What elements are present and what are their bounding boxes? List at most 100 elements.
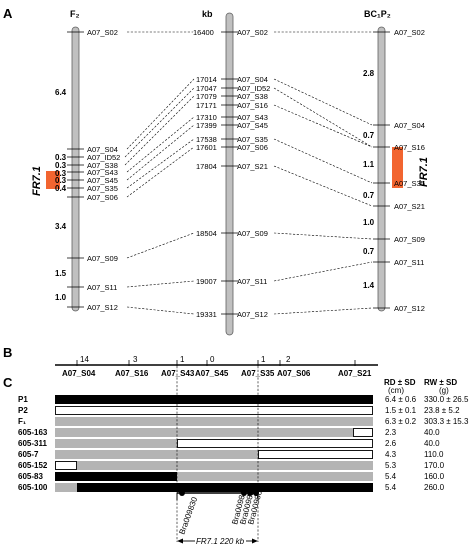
recombinant-count: 1 [261,355,266,364]
svg-text:A07_S45: A07_S45 [237,121,268,130]
interval-boundaries [176,366,259,542]
axis-marker-s16: A07_S16 [115,369,149,378]
interval-arrow [177,538,258,544]
f2-marker-id52: A07_ID52 [67,153,120,162]
interval-label: FR7.1 220 kb [196,537,245,546]
f2-chromosome-bar [71,26,80,312]
svg-text:18504: 18504 [196,229,217,238]
genotype-row-605-311: 605-311 2.6 40.0 [18,439,440,448]
physical-position-18504: 18504 A07_S09 [196,229,268,238]
f2-distance: 1.5 [55,269,67,278]
svg-text:A07_S04: A07_S04 [237,75,268,84]
svg-text:F₁: F₁ [18,417,27,426]
f2-marker-s43: A07_S43 [67,168,118,177]
svg-text:17310: 17310 [196,113,217,122]
bc1p2-chromosome-bar [377,26,386,312]
genotype-row-605-7: 605-7 4.3 110.0 [18,450,444,459]
genotype-row-605-83: 605-83 5.4 160.0 [18,472,445,481]
svg-text:260.0: 260.0 [424,483,445,492]
svg-text:A07_S11: A07_S11 [394,258,424,267]
physical-position-17171: 17171 A07_S16 [196,101,268,110]
svg-text:170.0: 170.0 [424,461,445,470]
f2-distance: 0.3 [55,176,67,185]
genotype-row-f1: F₁ 6.3 ± 0.2 303.3 ± 15.3 [18,417,469,426]
physical-position-17601: 17601 A07_S06 [196,143,268,152]
svg-text:A07_S16: A07_S16 [237,101,268,110]
f2-distance: 0.3 [55,169,67,178]
svg-text:A07_ID52: A07_ID52 [237,84,270,93]
svg-text:A07_S35: A07_S35 [237,135,268,144]
svg-text:16400: 16400 [193,28,214,37]
svg-text:A07_S02: A07_S02 [237,28,268,37]
svg-text:17601: 17601 [196,143,217,152]
bc-marker-s21: A07_S21 [373,202,425,211]
f2-marker-s11: A07_S11 [67,283,117,292]
svg-text:605-163: 605-163 [18,428,48,437]
svg-text:A07_ID52: A07_ID52 [87,153,120,162]
physical-position-17804: 17804 A07_S21 [196,162,268,171]
recombination-axis [55,360,378,366]
bc1p2-qtl-label: FR7.1 [418,157,430,187]
svg-text:1.5 ± 0.1: 1.5 ± 0.1 [385,406,417,415]
svg-text:A07_S45: A07_S45 [87,176,118,185]
svg-text:5.3: 5.3 [385,461,397,470]
f2-distance: 0.3 [55,161,67,170]
f2-marker-s02: A07_S02 [67,28,118,37]
physical-position-17014: 17014 A07_S04 [196,75,268,84]
f2-marker-s45: A07_S45 [67,176,118,185]
panel-label-a: A [3,6,13,21]
svg-text:A07_S06: A07_S06 [87,193,118,202]
f2-marker-s38: A07_S38 [67,161,118,170]
svg-text:40.0: 40.0 [424,439,440,448]
f2-to-physical-connectors [124,31,195,315]
svg-text:330.0 ± 26.5: 330.0 ± 26.5 [424,395,469,404]
svg-text:A07_S12: A07_S12 [394,304,425,313]
physical-position-17047: 17047 A07_ID52 [196,84,270,93]
physical-chromosome-bar [225,12,234,336]
f2-distance: 1.0 [55,293,67,302]
f2-qtl-box [46,171,60,189]
panel-label-b: B [3,345,12,360]
f2-qtl-label: FR7.1 [31,166,43,196]
candidate-gene-track [176,490,259,500]
recombinant-count: 14 [80,355,89,364]
svg-text:40.0: 40.0 [424,428,440,437]
svg-text:4.3: 4.3 [385,450,397,459]
svg-text:A07_S09: A07_S09 [237,229,268,238]
bc-marker-s12: A07_S12 [373,304,425,313]
svg-text:17538: 17538 [196,135,217,144]
svg-text:303.3 ± 15.3: 303.3 ± 15.3 [424,417,469,426]
svg-text:A07_S04: A07_S04 [394,121,425,130]
svg-text:A07_S12: A07_S12 [87,303,118,312]
svg-text:605-7: 605-7 [18,450,39,459]
svg-text:A07_S35: A07_S35 [87,184,118,193]
svg-text:17079: 17079 [196,92,217,101]
axis-marker-s06: A07_S06 [277,369,311,378]
svg-text:5.4: 5.4 [385,483,397,492]
svg-text:A07_S38: A07_S38 [87,161,118,170]
svg-text:A07_S21: A07_S21 [237,162,268,171]
svg-text:A07_S16: A07_S16 [394,143,425,152]
svg-text:A07_S43: A07_S43 [237,113,268,122]
svg-text:17399: 17399 [196,121,217,130]
svg-text:605-152: 605-152 [18,461,48,470]
physical-position-16400: 16400 A07_S02 [193,28,268,37]
genotype-row-605-163: 605-163 2.3 40.0 [18,428,440,437]
svg-text:A07_S11: A07_S11 [87,283,117,292]
svg-text:605-311: 605-311 [18,439,47,448]
svg-text:23.8 ± 5.2: 23.8 ± 5.2 [424,406,460,415]
rw-unit: (g) [439,386,449,395]
bc-distance: 0.7 [363,247,375,256]
gene-label: Bra009830 [177,495,199,535]
axis-marker-s35: A07_S35 [241,369,275,378]
svg-text:17804: 17804 [196,162,217,171]
svg-text:A07_S09: A07_S09 [394,235,425,244]
bc-distance: 1.1 [363,160,375,169]
bc1p2-qtl-box [392,147,403,188]
bc1p2-header: BC₁P₂ [364,9,391,19]
recombinant-count: 2 [286,355,291,364]
bc-distance: 0.7 [363,131,375,140]
axis-marker-s04: A07_S04 [62,369,96,378]
svg-text:2.3: 2.3 [385,428,397,437]
bc-distance: 0.7 [363,191,375,200]
